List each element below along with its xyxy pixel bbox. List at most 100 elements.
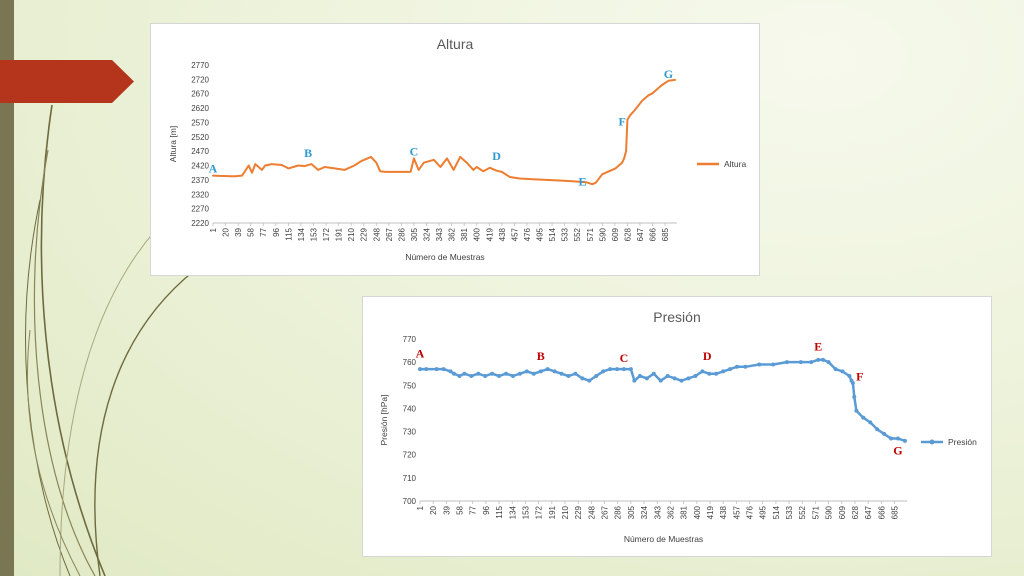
x-tick-label: 210 (347, 227, 356, 241)
data-point (424, 367, 429, 372)
legend-marker (929, 439, 935, 445)
legend-label: Presión (948, 437, 977, 447)
data-point (497, 374, 502, 379)
y-tick-label: 760 (403, 358, 417, 367)
data-point (728, 367, 733, 372)
data-point (448, 369, 453, 374)
data-point (462, 371, 467, 376)
data-point (552, 369, 557, 374)
x-tick-label: 1 (209, 227, 218, 232)
data-point (868, 420, 873, 425)
slide-side-bar (0, 0, 14, 576)
y-tick-label: 730 (403, 428, 417, 437)
y-tick-label: 2420 (191, 162, 209, 171)
data-point (833, 367, 838, 372)
annotation-label: B (304, 146, 312, 160)
data-point (714, 371, 719, 376)
x-tick-label: 438 (719, 505, 728, 519)
data-point (679, 378, 684, 383)
y-tick-label: 2770 (191, 61, 209, 70)
x-tick-label: 552 (573, 227, 582, 241)
data-point (573, 371, 578, 376)
x-tick-label: 172 (535, 505, 544, 519)
x-tick-label: 115 (495, 505, 504, 518)
y-tick-label: 750 (403, 381, 417, 390)
data-point (665, 374, 670, 379)
x-tick-label: 191 (335, 227, 344, 241)
data-point (559, 371, 564, 376)
y-tick-label: 2520 (191, 133, 209, 142)
data-point (469, 374, 474, 379)
x-tick-label: 381 (680, 505, 689, 519)
data-point (441, 367, 446, 372)
x-tick-label: 476 (523, 227, 532, 241)
x-tick-label: 533 (561, 227, 570, 241)
x-tick-label: 1 (416, 505, 425, 510)
data-point (483, 374, 488, 379)
x-tick-label: 77 (469, 505, 478, 514)
annotation-label: F (618, 114, 625, 128)
data-point (644, 376, 649, 381)
data-point (434, 367, 439, 372)
x-tick-label: 362 (448, 227, 457, 241)
y-axis-label: Presión [hPa] (379, 394, 389, 445)
series-line (212, 78, 676, 186)
x-tick-label: 457 (732, 505, 741, 519)
y-tick-label: 770 (403, 335, 417, 344)
x-tick-label: 400 (693, 505, 702, 519)
x-tick-label: 39 (442, 505, 451, 514)
y-tick-label: 2670 (191, 90, 209, 99)
data-point (632, 378, 637, 383)
data-point (847, 374, 852, 379)
data-point (850, 380, 855, 385)
data-point (852, 394, 857, 399)
x-tick-label: 609 (611, 227, 620, 241)
x-tick-label: 685 (661, 227, 670, 241)
x-tick-label: 419 (706, 505, 715, 519)
annotation-label: G (893, 444, 902, 458)
x-tick-label: 172 (322, 227, 331, 241)
y-tick-label: 2470 (191, 147, 209, 156)
x-tick-label: 191 (548, 505, 557, 519)
data-point (538, 369, 543, 374)
x-tick-label: 96 (482, 505, 491, 514)
x-tick-label: 647 (864, 505, 873, 519)
y-tick-label: 2320 (191, 190, 209, 199)
x-tick-label: 552 (798, 505, 807, 519)
data-point (902, 438, 907, 443)
annotation-label: D (492, 149, 501, 163)
data-point (601, 369, 606, 374)
y-tick-label: 2370 (191, 176, 209, 185)
x-tick-label: 324 (422, 227, 431, 241)
data-point (580, 376, 585, 381)
data-point (457, 374, 462, 379)
x-axis-label: Número de Muestras (405, 252, 484, 262)
x-tick-label: 343 (435, 227, 444, 241)
data-point (504, 371, 509, 376)
annotation-label: G (664, 67, 673, 81)
x-tick-label: 96 (272, 227, 281, 236)
data-point (875, 427, 880, 432)
y-tick-label: 740 (403, 404, 417, 413)
data-point (882, 431, 887, 436)
decorative-curves (25, 104, 196, 576)
x-tick-label: 457 (510, 227, 519, 241)
x-tick-label: 115 (284, 227, 293, 240)
data-point (587, 378, 592, 383)
data-point (895, 436, 900, 441)
x-tick-label: 343 (653, 505, 662, 519)
data-point (658, 378, 663, 383)
x-tick-label: 590 (598, 227, 607, 241)
data-point (608, 367, 613, 372)
x-tick-label: 153 (309, 227, 318, 241)
data-point (743, 364, 748, 369)
data-point (476, 371, 481, 376)
x-tick-label: 267 (385, 227, 394, 241)
chart-altura: Altura 2220 2270 2320 2370 2420 2470 2520 2570 26… (150, 23, 760, 276)
annotation-label: E (578, 175, 586, 189)
data-point (451, 371, 456, 376)
y-tick-label: 2620 (191, 104, 209, 113)
y-tick-label: 2570 (191, 118, 209, 127)
data-point (490, 371, 495, 376)
data-point (693, 374, 698, 379)
